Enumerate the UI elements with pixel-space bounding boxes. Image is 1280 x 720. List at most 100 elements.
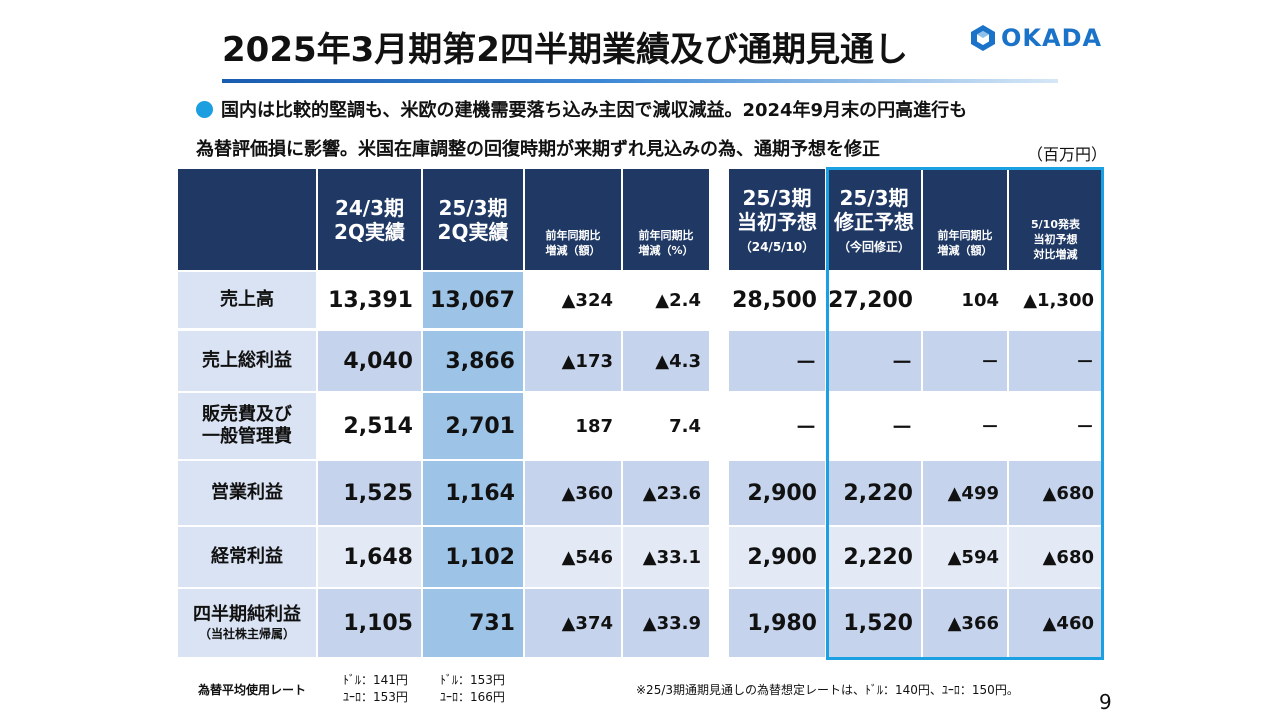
cell-vs-initial: ▲460 (1009, 589, 1102, 657)
cell-vs-initial: ▲1,300 (1009, 272, 1102, 328)
cell-initial: － (729, 331, 825, 391)
row-label: 販売費及び 一般管理費 (178, 393, 316, 459)
revised-forecast-highlight (826, 167, 1104, 660)
cell-fy-yoy: － (923, 331, 1007, 391)
page-number: 9 (1099, 690, 1112, 714)
header-initial-date: （24/5/10） (739, 239, 815, 254)
cell-yoy-amt: ▲173 (525, 331, 621, 391)
row-label: 営業利益 (178, 461, 316, 525)
row-label: 売上総利益 (178, 331, 316, 391)
cell-yoy-amt: ▲324 (525, 272, 621, 328)
cell-vs-initial: － (1009, 331, 1102, 391)
cell-yoy-pct: ▲4.3 (623, 331, 709, 391)
logo-text: OKADA (1001, 24, 1103, 52)
okada-logo: OKADA (970, 24, 1102, 52)
cell-cur: 2,701 (423, 393, 523, 459)
header-yoy-amt: 前年同期比 増減（額） (525, 169, 621, 270)
cell-vs-initial: ▲680 (1009, 461, 1102, 525)
header-yoy-amt-text: 前年同期比 増減（額） (545, 229, 601, 257)
cell-revised: 2,220 (827, 461, 921, 525)
header-vs-initial: 5/10発表 当初予想 対比増減 (1009, 169, 1102, 270)
row-label: 四半期純利益 （当社株主帰属） (178, 589, 316, 657)
cell-yoy-amt: ▲360 (525, 461, 621, 525)
cell-vs-initial: － (1009, 393, 1102, 459)
summary-line-2: 為替評価損に影響。米国在庫調整の回復時期が来期ずれ見込みの為、通期予想を修正 (196, 139, 880, 160)
cell-prev: 1,105 (318, 589, 421, 657)
header-empty (178, 169, 316, 270)
cur-exchange-rate: ﾄﾞﾙ：153円 ﾕｰﾛ：166円 (440, 672, 505, 706)
row-label-text: 四半期純利益 (193, 604, 301, 625)
prev-rate-eur: ﾕｰﾛ：153円 (343, 690, 408, 704)
cell-initial: － (729, 393, 825, 459)
cell-yoy-amt: ▲374 (525, 589, 621, 657)
cell-yoy-amt: 187 (525, 393, 621, 459)
cell-cur: 1,164 (423, 461, 523, 525)
header-yoy-pct-text: 前年同期比 増減（%） (638, 229, 694, 257)
cell-prev: 2,514 (318, 393, 421, 459)
row-label-text: 営業利益 (211, 482, 283, 503)
prev-rate-usd: ﾄﾞﾙ：141円 (343, 673, 408, 687)
cell-revised: － (827, 393, 921, 459)
header-revised-forecast: 25/3期 修正予想 （今回修正） (827, 169, 921, 270)
forecast-rate-note: ※25/3期通期見通しの為替想定レートは、ﾄﾞﾙ：140円、ﾕｰﾛ：150円。 (636, 683, 1019, 697)
row-label-text: 販売費及び 一般管理費 (202, 404, 292, 447)
unit-label: （百万円） (1027, 145, 1108, 164)
cell-yoy-amt: ▲546 (525, 527, 621, 587)
cell-cur: 3,866 (423, 331, 523, 391)
cell-prev: 4,040 (318, 331, 421, 391)
cell-revised: 27,200 (827, 272, 921, 328)
row-label-text: 経常利益 (211, 546, 283, 567)
cell-initial: 28,500 (729, 272, 825, 328)
cell-fy-yoy: ▲594 (923, 527, 1007, 587)
summary-line-1: 国内は比較的堅調も、米欧の建機需要落ち込み主因で減収減益。2024年9月末の円高… (196, 96, 967, 122)
header-cur-2q-text: 25/3期 2Q実績 (437, 195, 509, 244)
cell-yoy-pct: ▲23.6 (623, 461, 709, 525)
row-label-text: 売上総利益 (202, 350, 292, 371)
cell-yoy-pct: 7.4 (623, 393, 709, 459)
cell-revised: － (827, 331, 921, 391)
bullet-icon (196, 101, 213, 118)
header-initial-forecast: 25/3期 当初予想 （24/5/10） (729, 169, 825, 270)
row-label-text: 売上高 (220, 289, 274, 310)
header-revised-note: （今回修正） (837, 239, 910, 254)
header-revised-text: 25/3期 修正予想 (834, 185, 914, 234)
cell-fy-yoy: ▲366 (923, 589, 1007, 657)
cell-vs-initial: ▲680 (1009, 527, 1102, 587)
cell-initial: 2,900 (729, 527, 825, 587)
page-title: 2025年3月期第2四半期業績及び通期見通し (222, 30, 908, 70)
header-prev-2q: 24/3期 2Q実績 (318, 169, 421, 270)
header-initial-text: 25/3期 当初予想 (737, 185, 817, 234)
cell-prev: 13,391 (318, 272, 421, 328)
cell-cur: 1,102 (423, 527, 523, 587)
row-label: 経常利益 (178, 527, 316, 587)
header-fy-yoy-amt-text: 前年同期比 増減（額） (937, 229, 993, 257)
cell-cur: 731 (423, 589, 523, 657)
cell-prev: 1,648 (318, 527, 421, 587)
header-prev-2q-text: 24/3期 2Q実績 (334, 195, 405, 244)
summary-text-1: 国内は比較的堅調も、米欧の建機需要落ち込み主因で減収減益。2024年9月末の円高… (221, 100, 968, 121)
header-yoy-pct: 前年同期比 増減（%） (623, 169, 709, 270)
cell-yoy-pct: ▲33.1 (623, 527, 709, 587)
header-vs-initial-text: 5/10発表 当初予想 対比増減 (1031, 218, 1080, 261)
cell-fy-yoy: ▲499 (923, 461, 1007, 525)
cell-revised: 1,520 (827, 589, 921, 657)
okada-logo-icon (971, 25, 995, 51)
cell-yoy-pct: ▲33.9 (623, 589, 709, 657)
cell-prev: 1,525 (318, 461, 421, 525)
cell-fy-yoy: － (923, 393, 1007, 459)
title-underline (222, 79, 1058, 83)
cur-rate-usd: ﾄﾞﾙ：153円 (440, 673, 505, 687)
cell-yoy-pct: ▲2.4 (623, 272, 709, 328)
cur-rate-eur: ﾕｰﾛ：166円 (440, 690, 505, 704)
header-cur-2q: 25/3期 2Q実績 (423, 169, 523, 270)
row-label-sub: （当社株主帰属） (198, 627, 295, 641)
cell-cur: 13,067 (423, 272, 523, 328)
row-label: 売上高 (178, 272, 316, 328)
cell-fy-yoy: 104 (923, 272, 1007, 328)
header-fy-yoy-amt: 前年同期比 増減（額） (923, 169, 1007, 270)
cell-revised: 2,220 (827, 527, 921, 587)
exchange-rate-label: 為替平均使用レート (198, 683, 307, 697)
prev-exchange-rate: ﾄﾞﾙ：141円 ﾕｰﾛ：153円 (343, 672, 408, 706)
cell-initial: 1,980 (729, 589, 825, 657)
cell-initial: 2,900 (729, 461, 825, 525)
